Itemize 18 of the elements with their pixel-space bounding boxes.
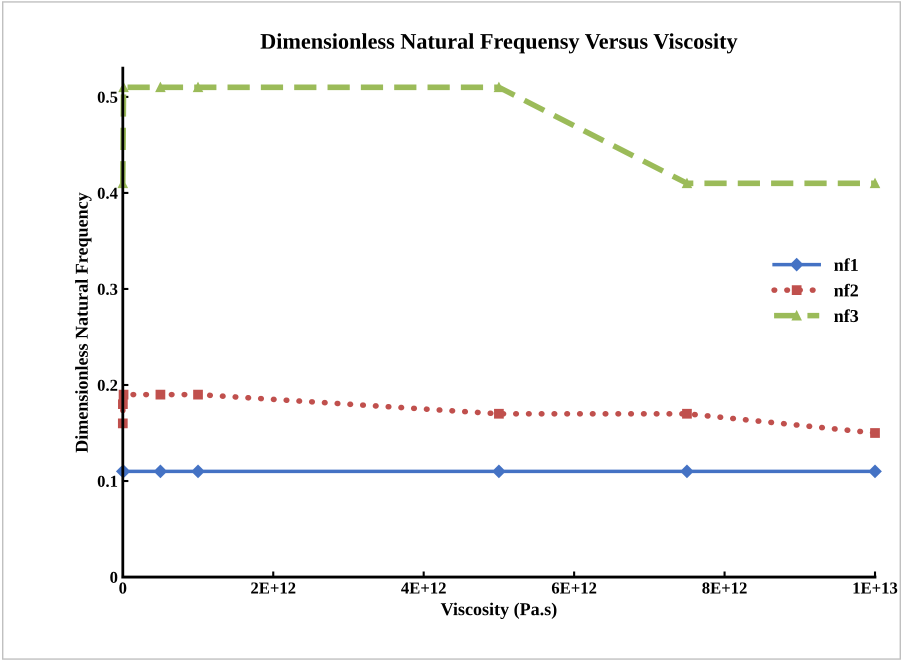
legend-label: nf2 bbox=[834, 284, 858, 296]
y-axis-title: Dimensionless Natural Frequency bbox=[75, 192, 92, 452]
x-axis-title: Viscosity (Pa.s) bbox=[440, 602, 556, 620]
y-tick-label: 0.4 bbox=[98, 188, 118, 199]
legend-label: nf3 bbox=[834, 309, 858, 322]
y-tick-label: 0.1 bbox=[98, 476, 118, 488]
legend-label: nf1 bbox=[834, 258, 858, 271]
y-tick-label: 0.3 bbox=[98, 284, 118, 295]
x-tick-label: 6E+12 bbox=[552, 582, 596, 594]
y-tick-label: 0.5 bbox=[98, 92, 118, 103]
x-tick-label: 0 bbox=[119, 582, 126, 594]
x-tick-label: 1E+13 bbox=[854, 582, 898, 594]
x-tick-label: 4E+12 bbox=[401, 582, 446, 594]
x-tick-label: 2E+12 bbox=[251, 582, 296, 594]
x-tick-label: 8E+12 bbox=[702, 582, 747, 594]
y-tick-label: 0 bbox=[110, 572, 118, 583]
y-tick-label: 0.2 bbox=[98, 380, 118, 392]
chart-title: Dimensionless Natural Frequensy Versus Viscosity bbox=[260, 33, 738, 54]
